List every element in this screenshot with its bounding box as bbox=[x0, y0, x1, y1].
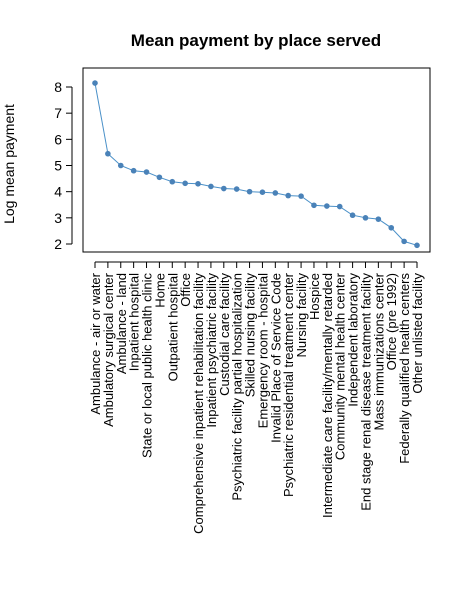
data-point bbox=[388, 224, 395, 231]
x-tick-label: Skilled nursing facility bbox=[243, 273, 258, 398]
data-point bbox=[362, 215, 369, 221]
y-tick-label: 8 bbox=[54, 79, 62, 95]
x-tick-label: Home bbox=[152, 273, 167, 308]
data-point bbox=[272, 190, 279, 196]
y-tick-label: 6 bbox=[54, 131, 62, 147]
data-point bbox=[169, 178, 176, 185]
data-point bbox=[336, 203, 343, 210]
data-point bbox=[221, 185, 227, 192]
x-tick-label: Ambulatory surgical center bbox=[101, 272, 116, 427]
data-point bbox=[349, 212, 356, 219]
x-tick-label: Office bbox=[178, 273, 193, 307]
y-tick-label: 2 bbox=[54, 236, 62, 252]
data-point bbox=[143, 169, 150, 175]
x-tick-label: Federally qualified health centers bbox=[397, 273, 412, 464]
x-tick-label: Inpatient hospital bbox=[127, 273, 142, 371]
data-series bbox=[92, 80, 420, 249]
y-tick-label: 3 bbox=[54, 210, 62, 226]
axes: 2 3 4 5 6 7 8 bbox=[54, 67, 431, 268]
x-tick-label: Community mental health center bbox=[333, 272, 348, 460]
x-tick-label: Inpatient psychiatric facility bbox=[204, 273, 219, 428]
data-point bbox=[311, 202, 317, 209]
x-tick-label: Custodial care facility bbox=[217, 273, 232, 396]
x-tick-label: Mass immunizations center bbox=[371, 272, 386, 430]
data-point bbox=[117, 162, 124, 169]
x-tick-label: Outpatient hospital bbox=[165, 273, 180, 382]
data-point bbox=[285, 192, 292, 199]
x-tick-label: Psychiatric residential treatment center bbox=[281, 272, 296, 497]
y-tick-label: 7 bbox=[54, 105, 62, 121]
data-point bbox=[414, 242, 420, 249]
data-point bbox=[130, 167, 137, 174]
x-tick-label: Office (pre 1992) bbox=[384, 273, 399, 370]
data-point bbox=[298, 193, 304, 199]
data-point bbox=[246, 188, 253, 195]
data-point bbox=[92, 80, 98, 86]
data-point bbox=[324, 203, 330, 209]
data-point bbox=[156, 174, 163, 181]
x-tick-label: Invalid Place of Service Code bbox=[268, 273, 283, 443]
x-tick-label: Psychiatric facility partial hospitaliza… bbox=[230, 273, 245, 501]
plot-frame bbox=[82, 67, 431, 253]
data-point bbox=[375, 216, 382, 222]
data-point bbox=[233, 186, 240, 192]
x-tick-label: Independent laboratory bbox=[346, 273, 361, 407]
y-tick-label: 4 bbox=[54, 184, 62, 200]
x-tick-label: Hospice bbox=[307, 273, 322, 320]
data-point bbox=[105, 150, 111, 157]
chart-title: Mean payment by place served bbox=[131, 31, 381, 50]
y-tick-label: 5 bbox=[54, 158, 62, 174]
data-point bbox=[259, 189, 266, 195]
data-point bbox=[401, 238, 407, 245]
x-tick-label: Intermediate care facility/mentally reta… bbox=[320, 273, 335, 518]
x-tick-label: Other unlisted facility bbox=[410, 273, 425, 394]
x-tick-label: Ambulance - land bbox=[114, 273, 129, 374]
x-tick-label: Ambulance - air or water bbox=[88, 272, 103, 414]
data-point bbox=[208, 183, 214, 190]
x-tick-label: Comprehensive inpatient rehabilitation f… bbox=[191, 273, 206, 534]
y-axis-label: Log mean payment bbox=[1, 104, 17, 224]
series-line bbox=[94, 83, 418, 246]
x-tick-label: Emergency room - hospital bbox=[255, 273, 270, 428]
data-point bbox=[195, 181, 201, 187]
data-point bbox=[182, 180, 188, 187]
x-tick-label: Nursing facility bbox=[294, 273, 309, 358]
x-tick-label: State or local public health clinic bbox=[140, 273, 155, 458]
x-tick-label: End stage renal disease treatment facili… bbox=[358, 273, 373, 511]
